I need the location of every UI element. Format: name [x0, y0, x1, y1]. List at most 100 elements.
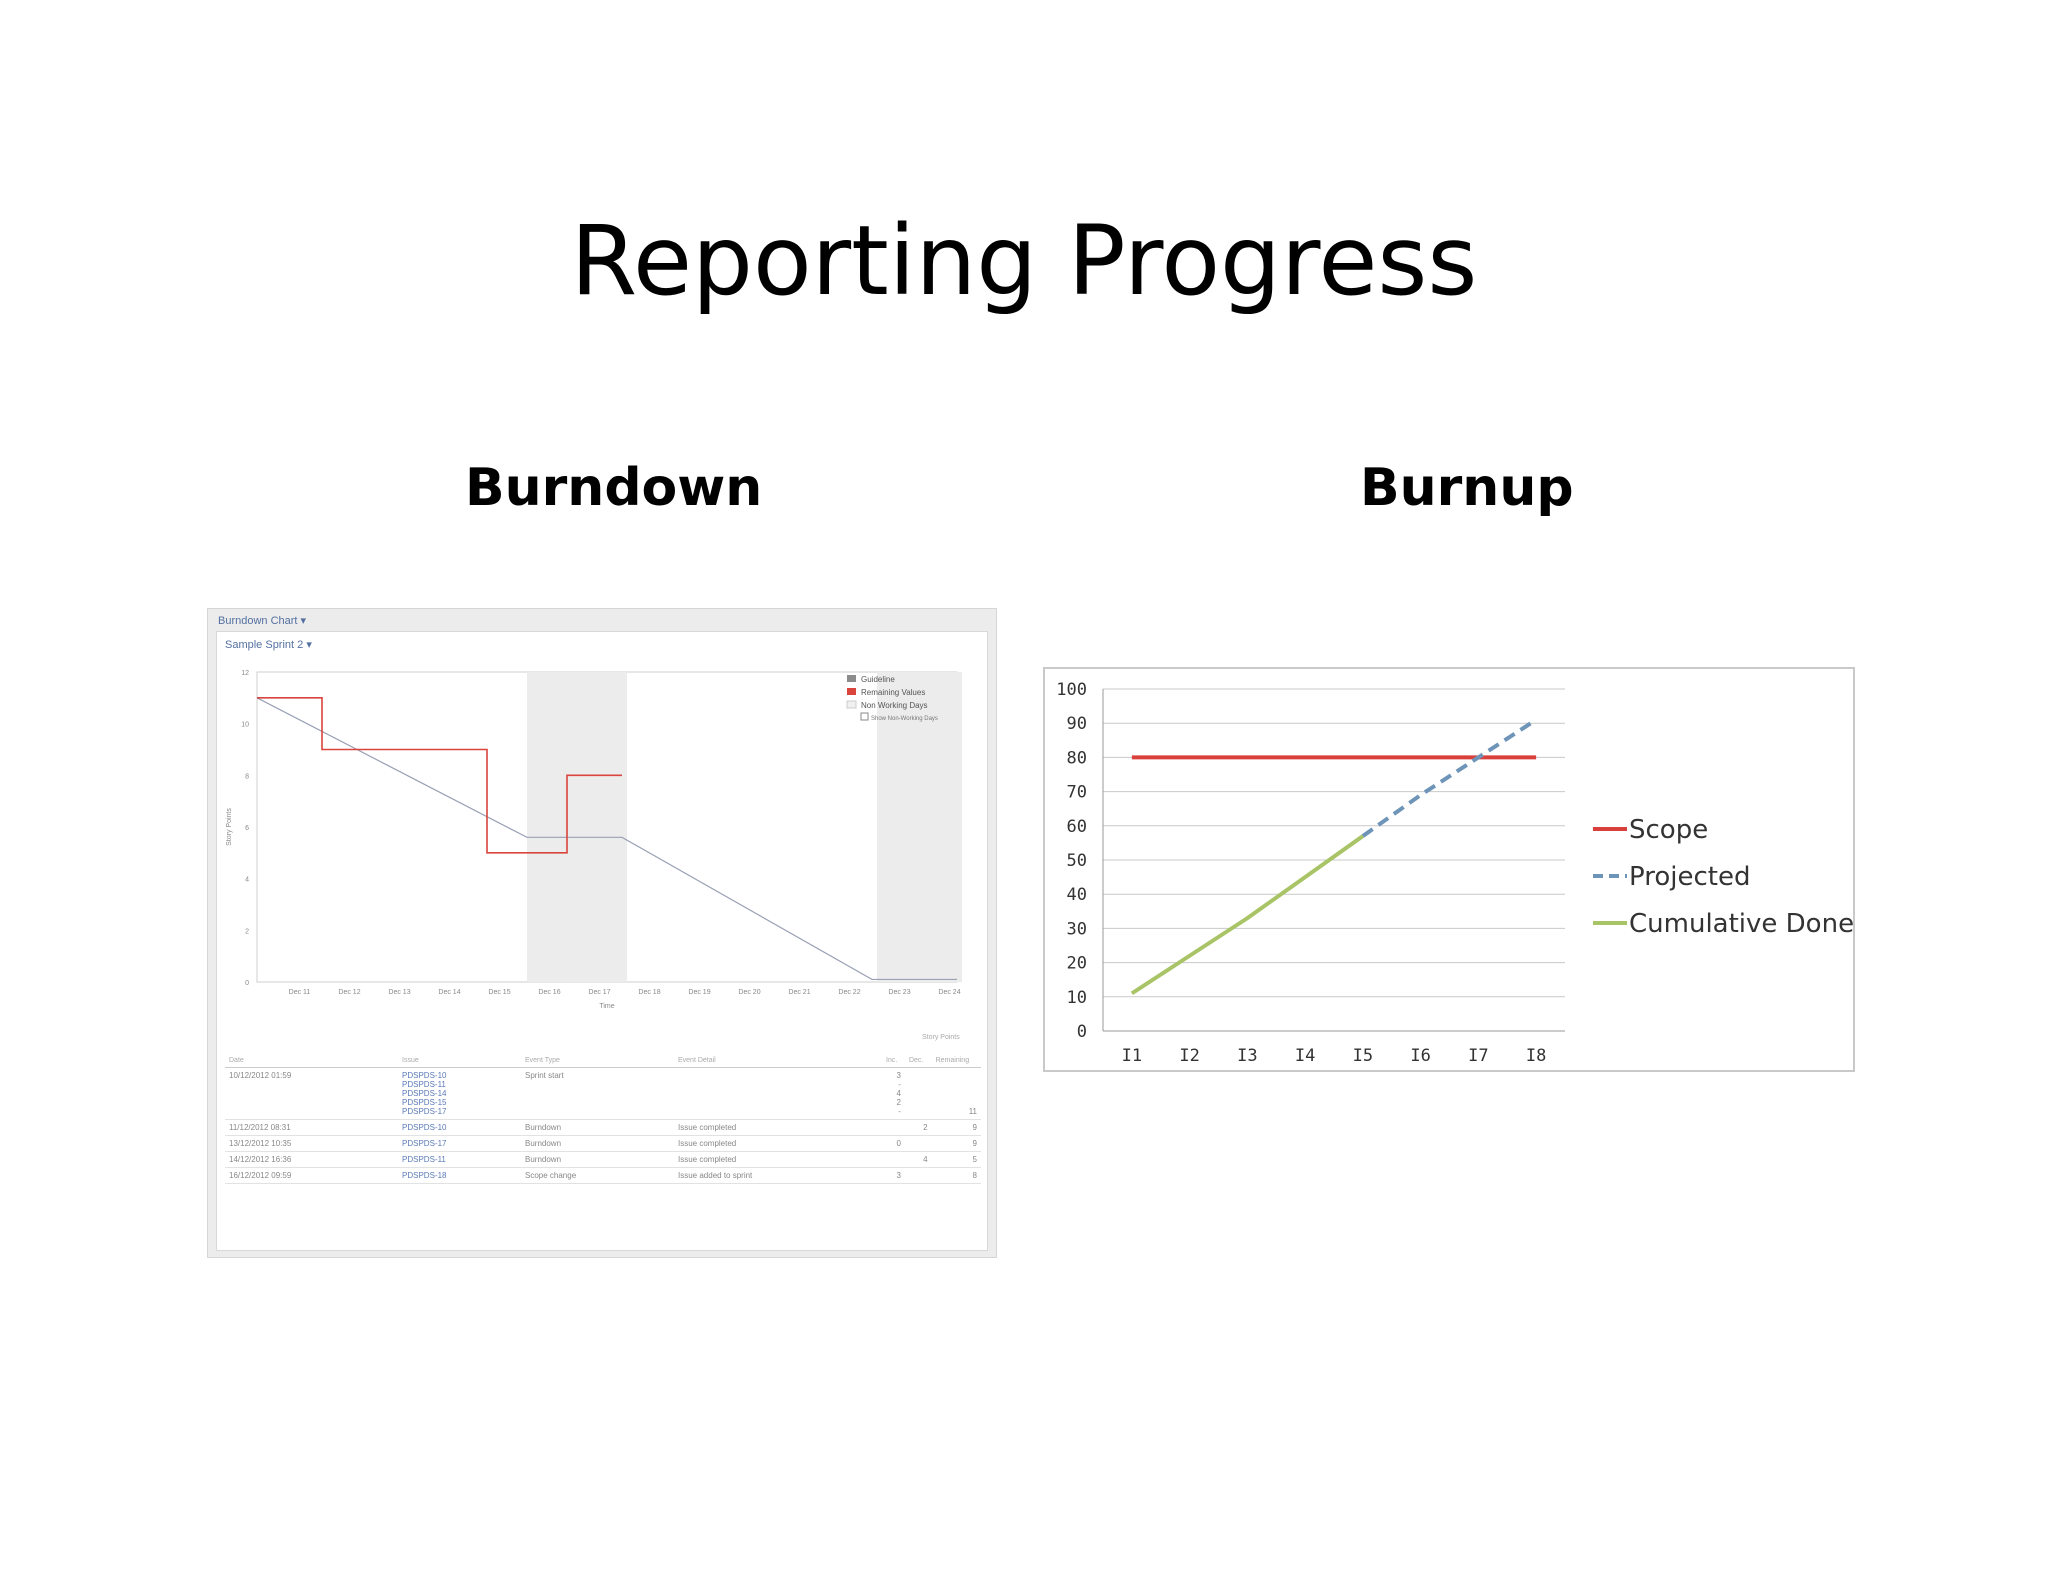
burndown-legend-swatch-0 — [847, 675, 856, 682]
burndown-legend-label: Show Non-Working Days — [871, 716, 938, 722]
cell-event-detail — [674, 1067, 882, 1120]
cell-issue[interactable]: PDSPDS-11 — [398, 1151, 521, 1168]
burnup-ytick-label: 30 — [1067, 919, 1087, 939]
burndown-series-remaining-values — [257, 697, 622, 854]
cell-date: 10/12/2012 01:59 — [225, 1067, 398, 1120]
cell-date: 16/12/2012 09:59 — [225, 1167, 398, 1184]
burnup-chart: 0 10 20 30 40 50 60 70 80 90 100 I1 I2 I3 I4 I5 I6 I7 I8 Sc… — [1056, 680, 1853, 1066]
cell-dec — [904, 1135, 932, 1152]
cell-date: 14/12/2012 16:36 — [225, 1151, 398, 1168]
burnup-xtick-label: I7 — [1468, 1046, 1488, 1066]
cell-remaining: 5 — [931, 1151, 981, 1168]
burndown-xtick-label: Dec 17 — [588, 989, 610, 996]
burndown-xtick-label: Dec 19 — [688, 989, 710, 996]
burndown-legend-swatch-1 — [847, 688, 856, 695]
cell-date: 11/12/2012 08:31 — [225, 1119, 398, 1136]
burndown-xtick-label: Dec 13 — [388, 989, 410, 996]
burndown-xtick-label: Dec 24 — [938, 989, 960, 996]
cell-event-type: Burndown — [521, 1135, 674, 1152]
cell-remaining: 11 — [931, 1067, 981, 1120]
burnup-chart-frame: 0 10 20 30 40 50 60 70 80 90 100 I1 I2 I3 I4 I5 I6 I7 I8 Sc… — [1043, 667, 1855, 1072]
slide-title: Reporting Progress — [570, 205, 1478, 317]
burndown-ytick-label: 0 — [245, 980, 249, 987]
cell-event-detail: Issue added to sprint — [674, 1167, 882, 1184]
cell-event-detail: Issue completed — [674, 1151, 882, 1168]
burndown-xtick-label: Dec 21 — [788, 989, 810, 996]
table-header-cell: Issue — [398, 1054, 521, 1068]
cell-event-detail: Issue completed — [674, 1119, 882, 1136]
burnup-series-projected — [1361, 718, 1538, 838]
burndown-ytick-label: 4 — [245, 877, 249, 884]
cell-issue[interactable]: PDSPDS-10 — [398, 1119, 521, 1136]
burndown-xtick-label: Dec 23 — [888, 989, 910, 996]
cell-event-type: Burndown — [521, 1151, 674, 1168]
burndown-legend-label: Non Working Days — [861, 701, 928, 710]
table-row: 10/12/2012 01:59 PDSPDS-10 PDSPDS-11 PDSPDS… — [225, 1067, 981, 1120]
table-header-cell: Date — [225, 1054, 398, 1068]
burnup-ytick-label: 80 — [1067, 748, 1087, 768]
burnup-heading: Burnup — [1360, 458, 1574, 518]
non-working-day-band-1 — [877, 672, 962, 982]
show-non-working-days-checkbox — [860, 712, 869, 721]
cell-inc — [882, 1151, 905, 1168]
cell-event-detail: Issue completed — [674, 1135, 882, 1152]
burnup-legend-label: Scope — [1629, 815, 1708, 845]
sprint-selector[interactable]: Sample Sprint 2 ▾ — [225, 639, 312, 651]
burndown-ytick-label: 12 — [241, 670, 249, 677]
burnup-xtick-label: I5 — [1353, 1046, 1373, 1066]
burnup-xtick-label: I4 — [1295, 1046, 1315, 1066]
burndown-xlabel: Time — [599, 1003, 614, 1010]
story-points-header: Story Points — [922, 1034, 960, 1041]
burnup-ytick-label: 20 — [1067, 954, 1087, 974]
burnup-ytick-label: 90 — [1067, 714, 1087, 734]
cell-remaining: 9 — [931, 1119, 981, 1136]
burnup-ytick-label: 100 — [1056, 680, 1087, 700]
burnup-legend-label: Cumulative Done — [1629, 909, 1853, 939]
cell-dec: 4 — [904, 1151, 932, 1168]
burndown-xtick-label: Dec 22 — [838, 989, 860, 996]
cell-remaining: 9 — [931, 1135, 981, 1152]
burnup-xtick-label: I1 — [1122, 1046, 1142, 1066]
burnup-ytick-label: 70 — [1067, 783, 1087, 803]
cell-event-type: Burndown — [521, 1119, 674, 1136]
burnup-ytick-label: 40 — [1067, 885, 1087, 905]
table-row: 16/12/2012 09:59 PDSPDS-18 Scope change Iss… — [225, 1167, 981, 1184]
burndown-legend-label: Remaining Values — [861, 688, 925, 697]
burndown-xtick-label: Dec 16 — [538, 989, 560, 996]
non-working-day-band-0 — [527, 672, 627, 982]
burndown-xtick-label: Dec 14 — [438, 989, 460, 996]
burndown-ytick-label: 2 — [245, 928, 249, 935]
cell-inc: 3 — [882, 1167, 905, 1184]
burndown-legend-swatch-2 — [846, 700, 857, 709]
cell-event-type: Sprint start — [521, 1067, 674, 1120]
burnup-ytick-label: 0 — [1077, 1022, 1087, 1042]
burndown-xtick-label: Dec 18 — [638, 989, 660, 996]
cell-issue[interactable]: PDSPDS-10 PDSPDS-11 PDSPDS-14 PDSPDS-15 PDSP… — [398, 1067, 521, 1120]
table-row: 13/12/2012 10:35 PDSPDS-17 Burndown Issue c… — [225, 1135, 981, 1152]
table-header-cell: Event Type — [521, 1054, 674, 1068]
cell-issue[interactable]: PDSPDS-18 — [398, 1167, 521, 1184]
burnup-ytick-label: 50 — [1067, 851, 1087, 871]
cell-dec — [904, 1167, 932, 1184]
burndown-xtick-label: Dec 11 — [289, 989, 311, 996]
burndown-legend-label: Guideline — [861, 675, 895, 684]
table-header-cell: Event Detail — [674, 1054, 882, 1068]
cell-event-type: Scope change — [521, 1167, 674, 1184]
burndown-ytick-label: 10 — [241, 722, 249, 729]
burnup-ytick-label: 10 — [1067, 988, 1087, 1008]
table-header-cell: Inc. — [882, 1054, 905, 1068]
burndown-chart: 0 2 4 6 8 10 12 Dec 11 Dec 12 Dec 13 Dec 14 Dec 15 D… — [226, 670, 962, 1010]
burnup-xtick-label: I2 — [1179, 1046, 1199, 1066]
cell-dec: 2 — [904, 1119, 932, 1136]
cell-inc — [882, 1119, 905, 1136]
cell-issue[interactable]: PDSPDS-17 — [398, 1135, 521, 1152]
table-row: 11/12/2012 08:31 PDSPDS-10 Burndown Issue c… — [225, 1119, 981, 1136]
table-header-cell: Remaining — [931, 1054, 981, 1068]
cell-remaining: 8 — [931, 1167, 981, 1184]
burndown-xtick-label: Dec 15 — [488, 989, 510, 996]
burndown-ylabel: Story Points — [226, 808, 233, 846]
burndown-chart-dropdown[interactable]: Burndown Chart ▾ — [218, 615, 307, 627]
burnup-xtick-label: I8 — [1526, 1046, 1546, 1066]
